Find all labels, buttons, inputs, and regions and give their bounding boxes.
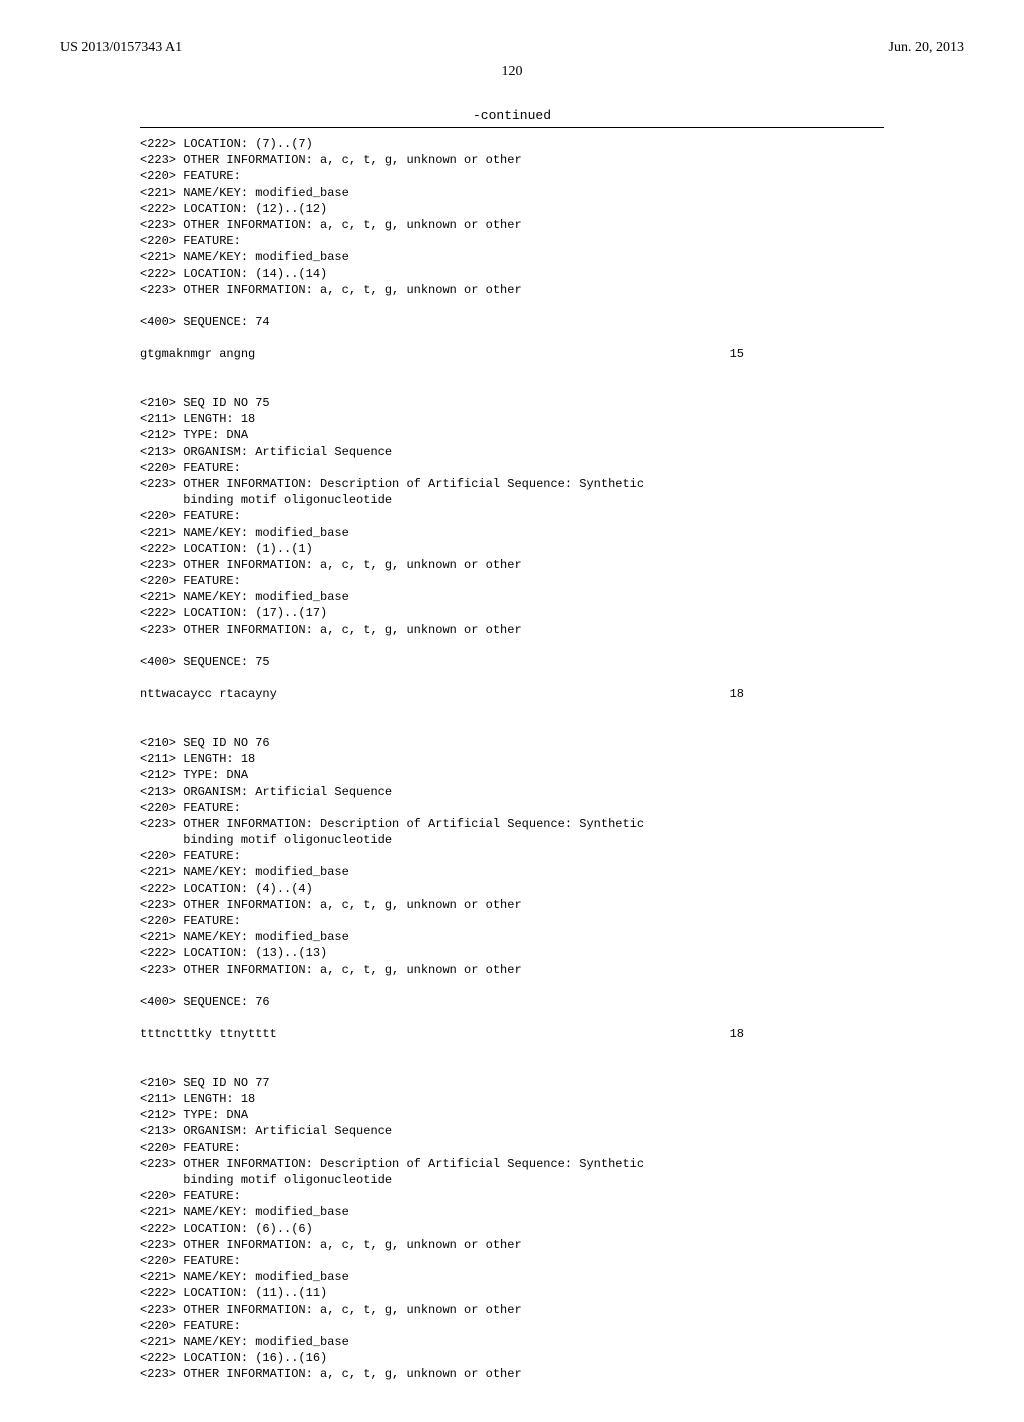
divider-line — [140, 127, 884, 128]
sequence-line: <223> OTHER INFORMATION: a, c, t, g, unk… — [140, 1237, 884, 1253]
sequence-data-row: nttwacaycc rtacayny 18 — [140, 686, 884, 702]
sequence-line — [140, 363, 884, 379]
sequence-line: <213> ORGANISM: Artificial Sequence — [140, 784, 884, 800]
sequence-line — [140, 1059, 884, 1075]
sequence-line: <212> TYPE: DNA — [140, 767, 884, 783]
sequence-line: binding motif oligonucleotide — [140, 832, 884, 848]
sequence-line: <222> LOCATION: (7)..(7) — [140, 136, 884, 152]
sequence-line: <221> NAME/KEY: modified_base — [140, 185, 884, 201]
sequence-line: <221> NAME/KEY: modified_base — [140, 589, 884, 605]
sequence-line — [140, 298, 884, 314]
page-number: 120 — [60, 64, 964, 80]
sequence-line: <211> LENGTH: 18 — [140, 1091, 884, 1107]
sequence-line: <220> FEATURE: — [140, 460, 884, 476]
sequence-line — [140, 1010, 884, 1026]
sequence-length: 18 — [730, 1026, 884, 1042]
sequence-line: <223> OTHER INFORMATION: Description of … — [140, 1156, 884, 1172]
sequence-line — [140, 330, 884, 346]
publication-date: Jun. 20, 2013 — [889, 40, 964, 56]
sequence-line: <210> SEQ ID NO 77 — [140, 1075, 884, 1091]
sequence-line: <221> NAME/KEY: modified_base — [140, 525, 884, 541]
sequence-line: <223> OTHER INFORMATION: a, c, t, g, unk… — [140, 217, 884, 233]
sequence-line: <220> FEATURE: — [140, 168, 884, 184]
sequence-line: <221> NAME/KEY: modified_base — [140, 1204, 884, 1220]
sequence-line: <210> SEQ ID NO 76 — [140, 735, 884, 751]
sequence-line: <223> OTHER INFORMATION: a, c, t, g, unk… — [140, 1366, 884, 1382]
sequence-line — [140, 670, 884, 686]
sequence-line: <220> FEATURE: — [140, 233, 884, 249]
sequence-length: 15 — [730, 346, 884, 362]
sequence-line: <211> LENGTH: 18 — [140, 751, 884, 767]
sequence-line: <220> FEATURE: — [140, 573, 884, 589]
sequence-data-row: tttnctttky ttnytttt 18 — [140, 1026, 884, 1042]
sequence-line: <213> ORGANISM: Artificial Sequence — [140, 1123, 884, 1139]
sequence-line: <222> LOCATION: (14)..(14) — [140, 266, 884, 282]
sequence-line: <220> FEATURE: — [140, 848, 884, 864]
sequence-line: <222> LOCATION: (17)..(17) — [140, 605, 884, 621]
sequence-line: <222> LOCATION: (4)..(4) — [140, 881, 884, 897]
sequence-line: <222> LOCATION: (16)..(16) — [140, 1350, 884, 1366]
sequence-line: <221> NAME/KEY: modified_base — [140, 1269, 884, 1285]
continued-label: -continued — [60, 108, 964, 123]
sequence-line: <220> FEATURE: — [140, 1318, 884, 1334]
sequence-line: <400> SEQUENCE: 74 — [140, 314, 884, 330]
sequence-data-row: gtgmaknmgr angng 15 — [140, 346, 884, 362]
sequence-line: <223> OTHER INFORMATION: a, c, t, g, unk… — [140, 152, 884, 168]
sequence-line: <223> OTHER INFORMATION: a, c, t, g, unk… — [140, 282, 884, 298]
sequence-length: 18 — [730, 686, 884, 702]
sequence-line: <223> OTHER INFORMATION: Description of … — [140, 476, 884, 492]
sequence-line: <211> LENGTH: 18 — [140, 411, 884, 427]
sequence-line: <400> SEQUENCE: 75 — [140, 654, 884, 670]
sequence-line: <221> NAME/KEY: modified_base — [140, 864, 884, 880]
sequence-line: <223> OTHER INFORMATION: Description of … — [140, 816, 884, 832]
sequence-line — [140, 1043, 884, 1059]
sequence-line — [140, 978, 884, 994]
sequence-line: <220> FEATURE: — [140, 913, 884, 929]
sequence-listing: <222> LOCATION: (7)..(7)<223> OTHER INFO… — [140, 136, 884, 1382]
sequence-line: <223> OTHER INFORMATION: a, c, t, g, unk… — [140, 897, 884, 913]
sequence-line: <213> ORGANISM: Artificial Sequence — [140, 444, 884, 460]
sequence-line: <221> NAME/KEY: modified_base — [140, 1334, 884, 1350]
sequence-line: <220> FEATURE: — [140, 508, 884, 524]
sequence-line: <221> NAME/KEY: modified_base — [140, 929, 884, 945]
sequence-line: <222> LOCATION: (13)..(13) — [140, 945, 884, 961]
sequence-line: <221> NAME/KEY: modified_base — [140, 249, 884, 265]
sequence-line: <220> FEATURE: — [140, 1253, 884, 1269]
page-header: US 2013/0157343 A1 Jun. 20, 2013 — [60, 40, 964, 56]
sequence-line: <210> SEQ ID NO 75 — [140, 395, 884, 411]
publication-number: US 2013/0157343 A1 — [60, 40, 182, 56]
sequence-line: <223> OTHER INFORMATION: a, c, t, g, unk… — [140, 557, 884, 573]
sequence-line: <222> LOCATION: (1)..(1) — [140, 541, 884, 557]
sequence-line — [140, 638, 884, 654]
sequence-line: <220> FEATURE: — [140, 800, 884, 816]
sequence-text: nttwacaycc rtacayny — [140, 686, 277, 702]
sequence-line: <212> TYPE: DNA — [140, 1107, 884, 1123]
sequence-text: gtgmaknmgr angng — [140, 346, 255, 362]
page-container: US 2013/0157343 A1 Jun. 20, 2013 120 -co… — [0, 0, 1024, 1422]
sequence-line: <223> OTHER INFORMATION: a, c, t, g, unk… — [140, 962, 884, 978]
sequence-line: binding motif oligonucleotide — [140, 492, 884, 508]
sequence-text: tttnctttky ttnytttt — [140, 1026, 277, 1042]
sequence-line: <220> FEATURE: — [140, 1188, 884, 1204]
sequence-line — [140, 703, 884, 719]
sequence-line: <220> FEATURE: — [140, 1140, 884, 1156]
sequence-line: <400> SEQUENCE: 76 — [140, 994, 884, 1010]
sequence-line: <222> LOCATION: (11)..(11) — [140, 1285, 884, 1301]
sequence-line — [140, 719, 884, 735]
sequence-line — [140, 379, 884, 395]
sequence-line: binding motif oligonucleotide — [140, 1172, 884, 1188]
sequence-line: <223> OTHER INFORMATION: a, c, t, g, unk… — [140, 1302, 884, 1318]
sequence-line: <222> LOCATION: (6)..(6) — [140, 1221, 884, 1237]
sequence-line: <222> LOCATION: (12)..(12) — [140, 201, 884, 217]
sequence-line: <212> TYPE: DNA — [140, 427, 884, 443]
sequence-line: <223> OTHER INFORMATION: a, c, t, g, unk… — [140, 622, 884, 638]
